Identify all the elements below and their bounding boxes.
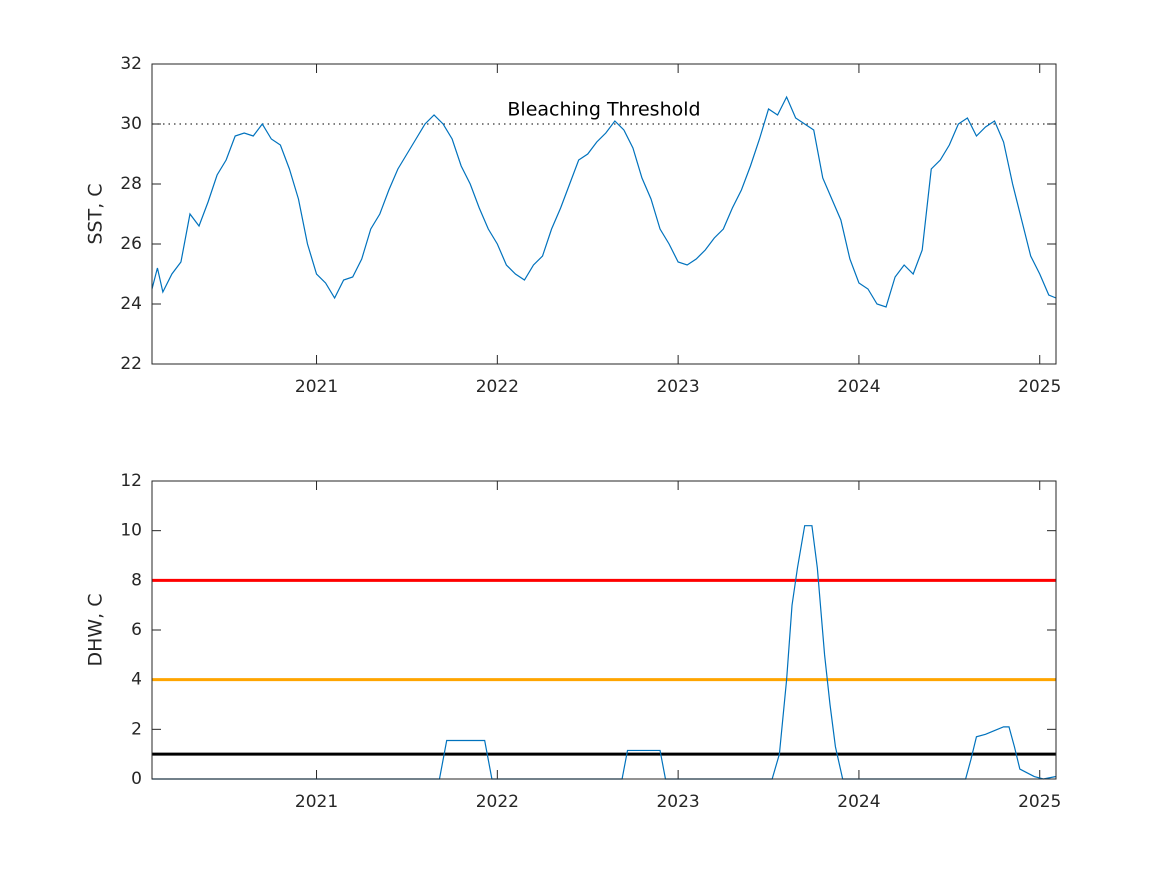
y-axis-label: SST, C bbox=[85, 183, 107, 244]
x-tick-label: 2024 bbox=[837, 377, 880, 397]
y-tick-label: 24 bbox=[120, 294, 142, 314]
threshold-label: Bleaching Threshold bbox=[507, 99, 700, 121]
y-tick-label: 26 bbox=[120, 234, 142, 254]
x-tick-label: 2022 bbox=[476, 377, 519, 397]
y-tick-label: 28 bbox=[120, 174, 142, 194]
data-line bbox=[151, 95, 1057, 308]
x-tick-label: 2023 bbox=[656, 377, 699, 397]
x-tick-label: 2024 bbox=[837, 792, 880, 812]
x-tick-label: 2021 bbox=[295, 792, 338, 812]
x-tick-label: 2025 bbox=[1018, 377, 1061, 397]
x-tick-label: 2023 bbox=[656, 792, 699, 812]
x-tick-label: 2025 bbox=[1018, 792, 1061, 812]
y-tick-label: 2 bbox=[131, 719, 142, 739]
y-tick-label: 12 bbox=[120, 471, 142, 491]
y-axis-label: DHW, C bbox=[85, 593, 107, 666]
x-tick-label: 2022 bbox=[476, 792, 519, 812]
y-tick-label: 10 bbox=[120, 521, 142, 541]
y-tick-label: 22 bbox=[120, 354, 142, 374]
y-tick-label: 32 bbox=[120, 54, 142, 74]
y-tick-label: 8 bbox=[131, 570, 142, 590]
axes-box bbox=[151, 480, 1057, 780]
data-line bbox=[152, 525, 1057, 780]
x-tick-label: 2021 bbox=[295, 377, 338, 397]
axes-box bbox=[151, 63, 1057, 365]
y-tick-label: 4 bbox=[131, 670, 142, 690]
y-tick-label: 30 bbox=[120, 114, 142, 134]
y-tick-label: 0 bbox=[131, 769, 142, 789]
y-tick-label: 6 bbox=[131, 620, 142, 640]
